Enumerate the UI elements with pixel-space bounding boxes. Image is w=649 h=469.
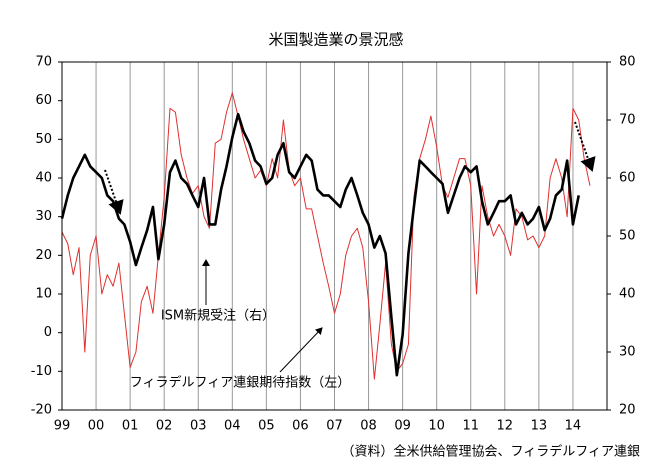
- plot-area: 99 00 01 02 03 04 05 06 07 08 09 10 11 12 13 14 -20 -10 0 1…: [31, 55, 636, 434]
- annotation-arrow: [279, 327, 323, 373]
- x-tick-label: 03: [190, 419, 207, 434]
- y2-tick-label: 20: [619, 403, 636, 418]
- y-tick-label: -20: [31, 403, 52, 418]
- y-tick-label: 60: [35, 93, 52, 108]
- x-tick-label: 01: [122, 419, 139, 434]
- y2-tick-label: 70: [619, 113, 636, 128]
- x-tick-label: 13: [531, 419, 548, 434]
- y-tick-label: 10: [35, 287, 52, 302]
- plot-frame: [61, 61, 608, 411]
- y2-tick-label: 80: [619, 55, 636, 70]
- chart-title: 米国製造業の景況感: [268, 31, 403, 49]
- y-tick-label: 20: [35, 248, 52, 263]
- x-tick-label: 00: [88, 419, 105, 434]
- x-tick-label: 05: [258, 419, 275, 434]
- y2-tick-label: 50: [619, 229, 636, 244]
- y-tick-label: -10: [31, 364, 52, 379]
- x-tick-label: 12: [497, 419, 514, 434]
- y2-tick-label: 30: [619, 345, 636, 360]
- y2-tick-label: 60: [619, 171, 636, 186]
- x-tick-label: 06: [292, 419, 309, 434]
- x-tick-label: 02: [156, 419, 173, 434]
- y-tick-label: 30: [35, 209, 52, 224]
- trend-arrow: [104, 169, 124, 215]
- y-tick-label: 70: [35, 55, 52, 70]
- y-tick-label: 0: [44, 325, 52, 340]
- x-tick-label: 11: [462, 419, 479, 434]
- annotation: フィラデルフィア連銀期待指数（左）: [130, 375, 350, 391]
- y-tick-label: 40: [35, 171, 52, 186]
- data-line: [60, 112, 581, 377]
- trend-arrow: [574, 121, 596, 172]
- y2-tick-label: 40: [619, 287, 636, 302]
- x-tick-label: 09: [394, 419, 411, 434]
- x-tick-label: 99: [54, 419, 71, 434]
- x-tick-label: 04: [224, 419, 241, 434]
- x-tick-label: 14: [565, 419, 582, 434]
- source-note: （資料）全米供給管理協会、フィラデルフィア連銀: [342, 444, 640, 460]
- y-tick-label: 50: [35, 132, 52, 147]
- data-line: [61, 92, 591, 380]
- x-tick-label: 10: [428, 419, 445, 434]
- x-tick-label: 08: [360, 419, 377, 434]
- annotation: ISM新規受注（右）: [161, 308, 275, 324]
- x-tick-label: 07: [326, 419, 343, 434]
